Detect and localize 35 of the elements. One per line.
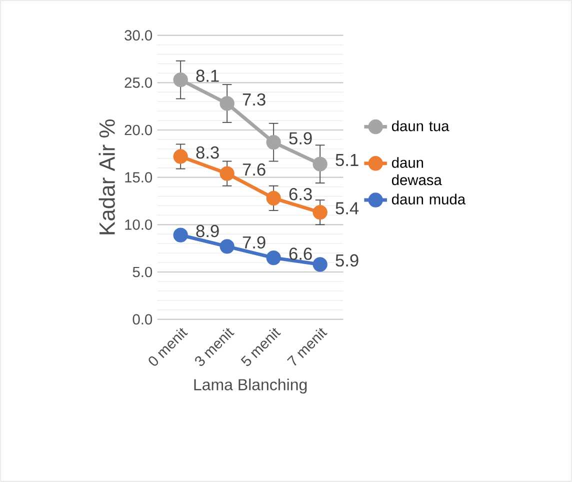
x-axis-title: Lama Blanching [194, 378, 307, 394]
point [312, 156, 328, 172]
point [173, 149, 188, 164]
point [266, 250, 281, 266]
y-tick-label: 25.0 [124, 77, 152, 88]
annotation: 5.1 [336, 154, 358, 166]
y-tick-label: 5.0 [132, 266, 152, 278]
point [220, 166, 234, 181]
y-axis-title: Kadar Air % [98, 119, 115, 234]
annotation: 8.9 [196, 224, 219, 238]
annotation: 7.6 [242, 163, 266, 176]
point [312, 205, 328, 220]
annotation: 6.3 [289, 188, 312, 200]
point [312, 257, 328, 272]
annotation: 8.1 [196, 70, 219, 82]
point [266, 134, 281, 150]
y-tick-label: 30.0 [124, 30, 152, 41]
annotation: 7.9 [242, 236, 266, 249]
annotation: 7.3 [242, 93, 266, 106]
y-tick-label: 10.0 [125, 219, 152, 230]
annotation: 5.9 [336, 254, 358, 267]
legend-label: daun tua [392, 120, 450, 132]
point [173, 228, 188, 242]
point [220, 96, 234, 111]
annotation: 8.3 [196, 146, 219, 159]
annotation: 6.6 [289, 248, 312, 260]
annotation: 5.9 [289, 132, 312, 144]
annotation: 5.4 [336, 202, 359, 214]
y-tick-label: 15.0 [125, 172, 152, 183]
y-tick-label: 20.0 [124, 124, 152, 136]
point [173, 72, 188, 88]
legend-label: daun muda [392, 194, 466, 204]
point [266, 190, 281, 206]
point [220, 239, 234, 254]
y-tick-label: 0.0 [132, 314, 152, 325]
